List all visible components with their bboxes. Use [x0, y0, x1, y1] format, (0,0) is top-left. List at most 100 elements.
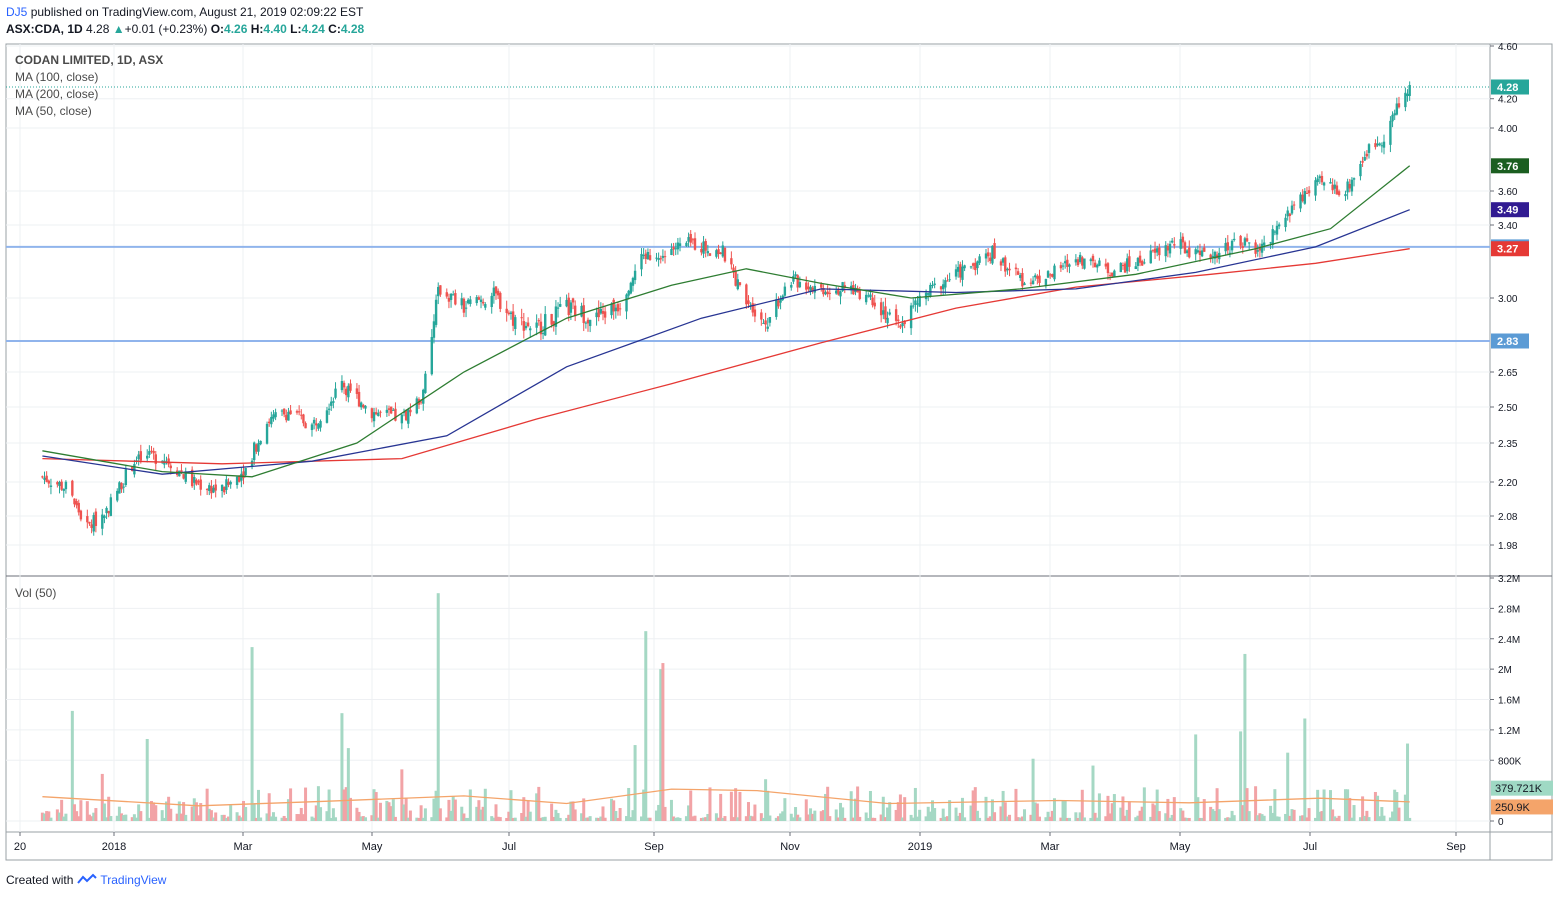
author-link[interactable]: DJ5 [6, 5, 28, 19]
candle-body [152, 450, 155, 454]
legend-volume[interactable]: Vol (50) [15, 586, 57, 600]
candle-body [1059, 265, 1063, 269]
legend-ma-50[interactable]: MA (50, close) [15, 104, 92, 118]
volume-bar [734, 788, 738, 821]
candle-body [118, 482, 121, 494]
candle-body [73, 498, 76, 505]
volume-bar [85, 801, 89, 821]
volume-bar [646, 817, 650, 821]
candle-body [520, 317, 523, 319]
price-tick-label: 1.98 [1498, 541, 1518, 552]
volume-bar [659, 669, 663, 821]
volume-bar [252, 803, 256, 821]
candle-body [999, 261, 1003, 266]
volume-bar [554, 809, 558, 821]
volume-bar [883, 817, 887, 821]
candle-body [792, 275, 795, 282]
candle-body [912, 305, 915, 307]
volume-bar [447, 799, 451, 821]
candle-body [300, 414, 303, 416]
volume-bar [804, 799, 808, 821]
candle-body [839, 291, 842, 297]
candle-body [101, 514, 104, 529]
volume-bar [834, 809, 838, 821]
volume-bar [404, 797, 408, 821]
volume-bar [924, 816, 928, 821]
candle-body [796, 275, 799, 288]
candle-body [663, 256, 667, 258]
volume-bar [1140, 806, 1144, 821]
volume-bar [1093, 812, 1097, 821]
candle-body [1149, 250, 1152, 264]
ma-100-line [42, 209, 1410, 475]
volume-bar [811, 813, 815, 821]
volume-bar [1376, 795, 1380, 821]
volume-bar [963, 817, 967, 821]
volume-bar [105, 817, 109, 821]
tradingview-link[interactable]: TradingView [100, 873, 167, 887]
candle-body [989, 257, 992, 262]
candle-body [588, 319, 592, 327]
candle-body [1320, 175, 1324, 183]
volume-bar [766, 790, 770, 821]
candle-body [894, 309, 898, 321]
volume-bar [466, 817, 470, 821]
candle-body [1359, 163, 1362, 177]
volume-bar [678, 817, 682, 821]
volume-bar [1391, 811, 1395, 821]
volume-bar [370, 815, 374, 821]
candle-body [1209, 254, 1212, 260]
candle-body [71, 480, 74, 496]
price-tick-label: 2.65 [1498, 368, 1518, 379]
candle-body [1305, 192, 1309, 194]
volume-bar [528, 811, 532, 821]
volume-bar [1183, 817, 1187, 821]
candle-body [1185, 250, 1189, 254]
candle-body [1333, 184, 1336, 189]
volume-bar [498, 817, 502, 821]
candle-body [924, 292, 928, 300]
candle-body [1138, 255, 1142, 263]
candle-body [460, 298, 463, 306]
candle-body [1228, 252, 1232, 254]
candle-body [1104, 263, 1108, 267]
candle-body [1318, 176, 1321, 179]
candle-body [270, 416, 273, 425]
candle-body [1008, 268, 1011, 271]
candle-body [494, 286, 498, 294]
volume-bar [1005, 816, 1009, 821]
candle-body [1346, 181, 1349, 193]
candle-body [178, 470, 181, 477]
volume-bar [640, 816, 644, 821]
candle-body [1181, 236, 1185, 243]
candle-body [1108, 275, 1112, 277]
volume-bar [1269, 805, 1273, 821]
volume-bar [355, 807, 359, 821]
candle-body [407, 409, 410, 424]
candle-body [775, 299, 778, 317]
volume-bar [1202, 799, 1206, 821]
candle-body [670, 249, 673, 256]
volume-bar [1067, 817, 1071, 821]
candle-body [1048, 274, 1052, 276]
candle-body [1239, 235, 1242, 246]
volume-bar [385, 800, 389, 821]
volume-bar [764, 779, 768, 821]
candle-body [430, 337, 434, 375]
volume-bar [235, 812, 239, 821]
volume-bar [1217, 809, 1221, 821]
legend-ma-100[interactable]: MA (100, close) [15, 70, 99, 84]
candle-body [916, 303, 919, 305]
candle-body [274, 412, 277, 418]
candle-body [1183, 242, 1187, 254]
time-tick-label: Nov [780, 841, 800, 853]
volume-bar [612, 800, 616, 821]
volume-bar [1050, 810, 1054, 821]
legend-ma-200[interactable]: MA (200, close) [15, 87, 99, 101]
volume-bar [1373, 791, 1377, 821]
candle-body [41, 476, 44, 478]
volume-bar [654, 810, 658, 821]
volume-bar [975, 810, 979, 821]
volume-bar [100, 773, 104, 821]
